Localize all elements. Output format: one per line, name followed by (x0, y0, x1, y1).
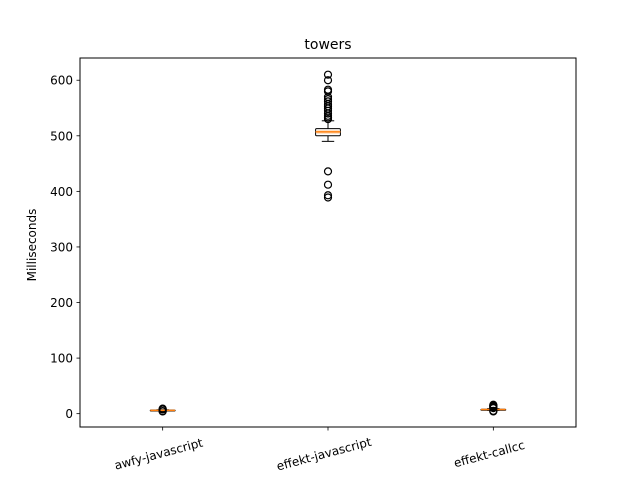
box-group-effekt-callcc (480, 400, 507, 416)
box-group-effekt-javascript (315, 70, 341, 202)
y-tick-label: 300 (50, 240, 73, 254)
outlier-point (323, 97, 333, 106)
y-axis-label: Milliseconds (25, 209, 39, 282)
outlier-point (489, 400, 498, 409)
outlier-point (323, 76, 333, 85)
y-tick-label: 600 (50, 74, 73, 88)
chart-title: towers (304, 37, 351, 53)
outlier-point (158, 404, 167, 413)
outlier-point (323, 167, 333, 176)
y-tick-label: 0 (65, 407, 73, 421)
outlier-point (323, 180, 333, 189)
outlier-point (323, 70, 333, 79)
outlier-point (489, 406, 498, 415)
outlier-point (323, 191, 333, 200)
outlier-point (323, 193, 333, 202)
box-group-awfy-javascript (149, 404, 176, 416)
y-tick-label: 200 (50, 296, 73, 310)
y-axis: 0 100 200 300 400 500 600 (50, 74, 80, 421)
box-marks (149, 70, 507, 416)
outlier-point (323, 95, 333, 104)
y-tick-label: 400 (50, 185, 73, 199)
y-tick-label: 500 (50, 129, 73, 143)
y-tick-label: 100 (50, 352, 73, 366)
axes-frame (79, 57, 577, 428)
outlier-point (323, 85, 333, 94)
